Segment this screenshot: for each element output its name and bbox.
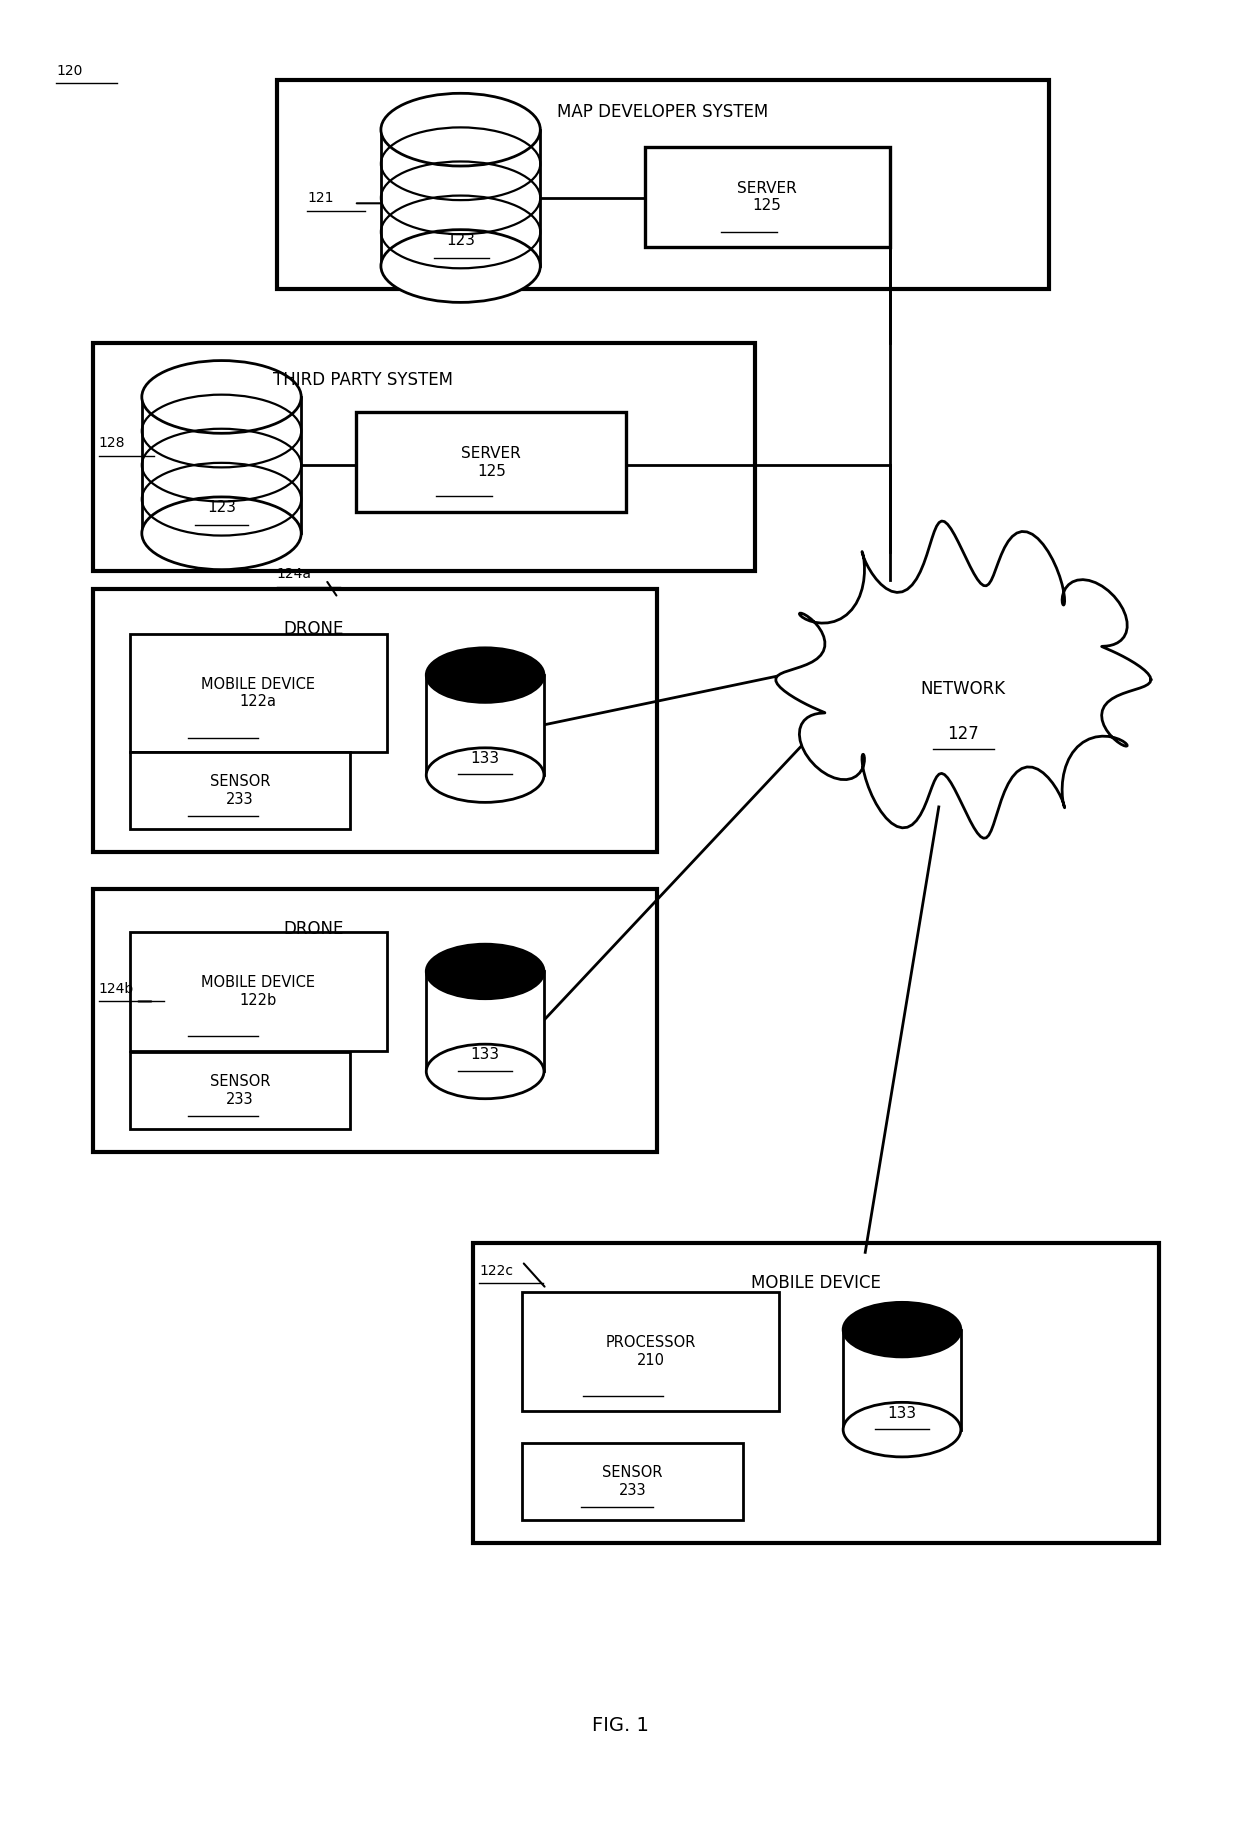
Text: SENSOR
233: SENSOR 233 <box>210 775 270 806</box>
Bar <box>129 932 387 1050</box>
Bar <box>93 343 755 570</box>
Text: 120: 120 <box>56 64 82 77</box>
Ellipse shape <box>141 361 301 434</box>
Ellipse shape <box>427 943 544 998</box>
Bar <box>93 588 657 852</box>
Bar <box>645 147 890 247</box>
Bar <box>522 1444 743 1519</box>
Text: MAP DEVELOPER SYSTEM: MAP DEVELOPER SYSTEM <box>557 103 769 121</box>
Text: MOBILE DEVICE
122b: MOBILE DEVICE 122b <box>201 975 315 1008</box>
Text: 121: 121 <box>308 191 334 205</box>
Bar <box>129 634 387 753</box>
Text: 133: 133 <box>470 751 500 766</box>
Text: MOBILE DEVICE: MOBILE DEVICE <box>751 1275 882 1292</box>
Ellipse shape <box>427 747 544 802</box>
Text: 123: 123 <box>207 500 236 515</box>
Text: 124a: 124a <box>277 568 311 581</box>
Bar <box>129 1052 350 1129</box>
Text: DRONE: DRONE <box>283 619 343 638</box>
Text: 122c: 122c <box>479 1264 513 1277</box>
Bar <box>356 412 626 513</box>
Bar <box>427 971 544 1072</box>
Text: 128: 128 <box>99 436 125 451</box>
Text: 124b: 124b <box>99 982 134 997</box>
Bar <box>843 1330 961 1429</box>
Bar <box>381 130 541 266</box>
Ellipse shape <box>381 229 541 302</box>
Bar <box>522 1292 780 1411</box>
Text: 133: 133 <box>470 1048 500 1063</box>
Bar <box>129 753 350 828</box>
Text: SERVER
125: SERVER 125 <box>738 181 797 213</box>
Text: SERVER
125: SERVER 125 <box>461 447 521 478</box>
Ellipse shape <box>427 649 544 702</box>
Text: DRONE: DRONE <box>283 920 343 938</box>
Polygon shape <box>776 520 1151 839</box>
Bar <box>427 676 544 775</box>
Text: THIRD PARTY SYSTEM: THIRD PARTY SYSTEM <box>273 370 453 388</box>
Bar <box>93 889 657 1152</box>
Text: FIG. 1: FIG. 1 <box>591 1715 649 1735</box>
Bar <box>277 79 1049 289</box>
Text: MOBILE DEVICE
122a: MOBILE DEVICE 122a <box>201 678 315 709</box>
Text: SENSOR
233: SENSOR 233 <box>210 1074 270 1107</box>
Text: 123: 123 <box>446 233 475 247</box>
Text: PROCESSOR
210: PROCESSOR 210 <box>605 1336 696 1369</box>
Text: SENSOR
233: SENSOR 233 <box>601 1466 662 1497</box>
Text: 133: 133 <box>888 1405 916 1420</box>
Ellipse shape <box>843 1303 961 1358</box>
Ellipse shape <box>427 1044 544 1099</box>
Bar <box>141 398 301 533</box>
Text: NETWORK: NETWORK <box>921 680 1006 698</box>
Bar <box>472 1244 1159 1543</box>
Text: 127: 127 <box>947 725 980 744</box>
Ellipse shape <box>843 1401 961 1456</box>
Ellipse shape <box>381 93 541 167</box>
Ellipse shape <box>141 496 301 570</box>
